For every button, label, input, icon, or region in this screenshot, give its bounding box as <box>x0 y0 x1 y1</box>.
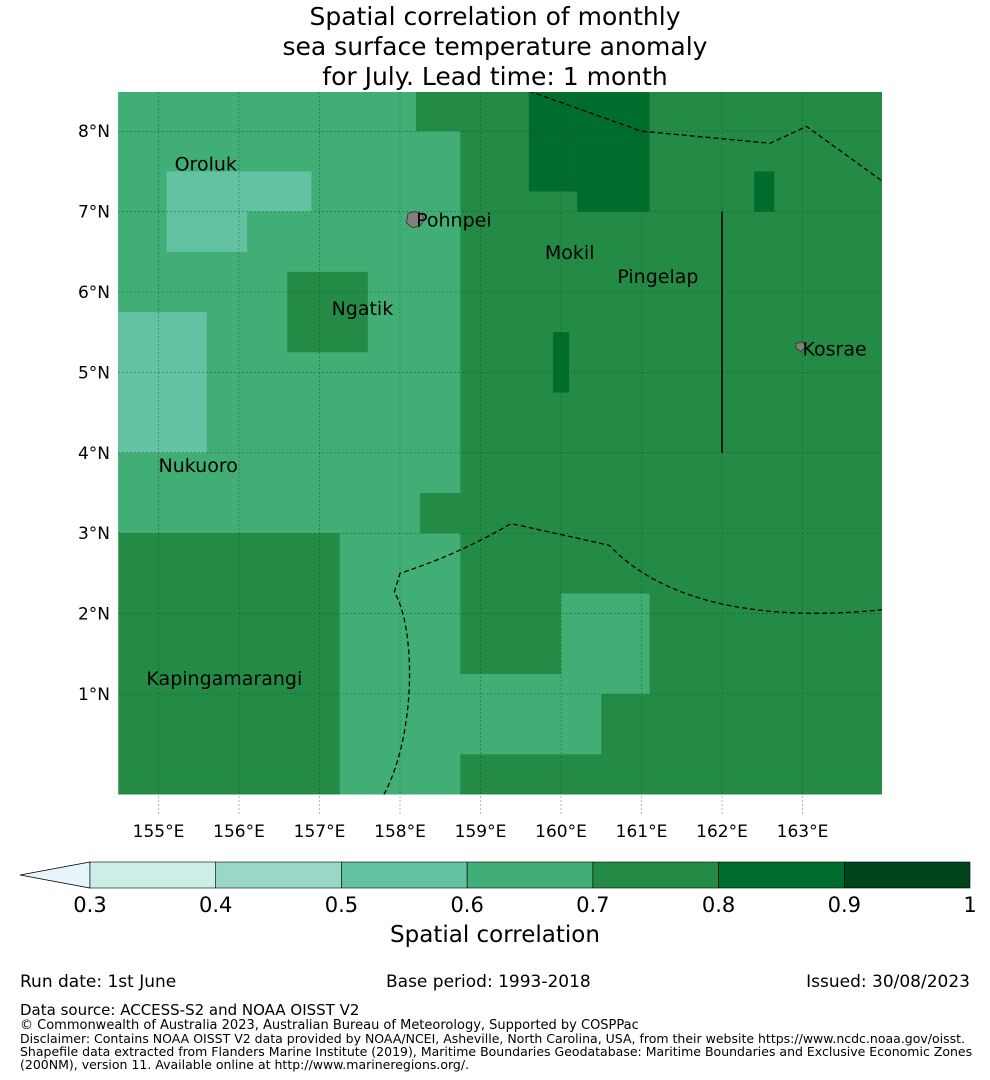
eez-boundary-south <box>383 522 882 795</box>
lon-tick-label: 159°E <box>455 822 507 842</box>
heatmap-cell <box>118 312 207 453</box>
title-line-3: for July. Lead time: 1 month <box>322 62 668 91</box>
lon-tick-label: 158°E <box>374 822 426 842</box>
pohnpei-island <box>406 211 425 229</box>
colorbar-tick-label: 0.4 <box>199 893 232 917</box>
islands <box>406 211 807 353</box>
place-label-mokil: Mokil <box>545 242 595 264</box>
lat-tick-label: 8°N <box>78 122 110 142</box>
colorbar-segment <box>341 861 468 889</box>
colorbar-tick-label: 0.5 <box>325 893 358 917</box>
colorbar-segment <box>215 861 342 889</box>
colorbar-label: Spatial correlation <box>390 922 600 948</box>
base-period: Base period: 1993-2018 <box>386 972 591 992</box>
lat-tick-label: 5°N <box>78 363 110 383</box>
lat-tick-label: 7°N <box>78 203 110 223</box>
disclaimer-line-3: (200NM), version 11. Available online at… <box>20 1057 470 1072</box>
axis-ticks: 155°E 156°E 157°E 158°E 159°E 160°E 161°E 162°E… <box>78 122 828 842</box>
colorbar-tick-label: 0.3 <box>73 893 106 917</box>
disclaimer-line-2: Shapefile data extracted from Flanders M… <box>20 1044 973 1059</box>
heatmap-cell <box>118 92 417 132</box>
colorbar-segment <box>843 861 971 889</box>
data-source: Data source: ACCESS-S2 and NOAA OISST V2 <box>20 1001 360 1019</box>
disclaimer-line-1: Disclaimer: Contains NOAA OISST V2 data … <box>20 1031 965 1046</box>
place-label-nukuoro: Nukuoro <box>159 455 238 477</box>
colorbar-tick-label: 0.7 <box>576 893 609 917</box>
eez-boundaries <box>383 92 882 795</box>
heatmap-cell <box>166 211 248 252</box>
heatmap-cell <box>561 593 650 694</box>
colorbar-tick-label: 0.8 <box>702 893 735 917</box>
colorbar-tick-label: 0.6 <box>450 893 483 917</box>
lon-tick-label: 156°E <box>213 822 265 842</box>
heatmap-cell <box>577 92 650 212</box>
lat-tick-label: 3°N <box>78 524 110 544</box>
lon-tick-label: 155°E <box>133 822 185 842</box>
place-label-ngatik: Ngatik <box>332 298 394 320</box>
heatmap-cell <box>552 332 570 393</box>
kosrae-island <box>795 341 807 353</box>
heatmap-cell <box>287 271 368 353</box>
place-labels: Oroluk Pohnpei Mokil Pingelap Ngatik Kosrae Nu… <box>146 153 866 690</box>
run-date: Run date: 1st June <box>20 972 177 992</box>
heatmap-cell <box>118 493 421 534</box>
boundary-group <box>383 92 882 795</box>
eez-boundary-north <box>529 92 882 182</box>
place-label-kapingamarangi: Kapingamarangi <box>146 668 302 690</box>
heatmap-cell <box>754 171 775 212</box>
issued-date: Issued: 30/08/2023 <box>806 972 970 992</box>
lon-tick-label: 162°E <box>696 822 748 842</box>
place-label-kosrae: Kosrae <box>803 338 867 360</box>
copyright: © Commonwealth of Australia 2023, Austra… <box>20 1018 639 1033</box>
lat-tick-label: 1°N <box>78 685 110 705</box>
title-line-2: sea surface temperature anomaly <box>282 32 708 61</box>
lat-tick-label: 6°N <box>78 283 110 303</box>
lat-tick-label: 4°N <box>78 444 110 464</box>
lat-tick-label: 2°N <box>78 605 110 625</box>
lon-tick-label: 163°E <box>777 822 829 842</box>
colorbar-tick-label: 1 <box>963 893 976 917</box>
place-label-oroluk: Oroluk <box>175 153 237 175</box>
colorbar: 0.3 0.4 0.5 0.6 0.7 0.8 0.9 1 <box>19 861 977 917</box>
colorbar-tick-label: 0.9 <box>828 893 861 917</box>
colorbar-segment <box>718 861 845 889</box>
title-line-1: Spatial correlation of monthly <box>309 2 681 31</box>
place-label-pohnpei: Pohnpei <box>416 210 492 232</box>
colorbar-extend-triangle <box>19 861 91 889</box>
lon-tick-label: 161°E <box>616 822 668 842</box>
lon-tick-label: 157°E <box>294 822 346 842</box>
heatmap-cell <box>528 92 578 192</box>
colorbar-segment <box>89 861 217 889</box>
gridlines <box>118 92 882 814</box>
heatmap-cells <box>118 92 882 795</box>
colorbar-segment <box>592 861 719 889</box>
lon-tick-label: 160°E <box>535 822 587 842</box>
colorbar-segment <box>466 861 594 889</box>
chart-title: Spatial correlation of monthly sea surfa… <box>0 2 990 92</box>
correlation-map: Oroluk Pohnpei Mokil Pingelap Ngatik Kosrae Nu… <box>19 92 977 917</box>
cell-group <box>118 92 882 795</box>
place-label-pingelap: Pingelap <box>617 266 698 288</box>
